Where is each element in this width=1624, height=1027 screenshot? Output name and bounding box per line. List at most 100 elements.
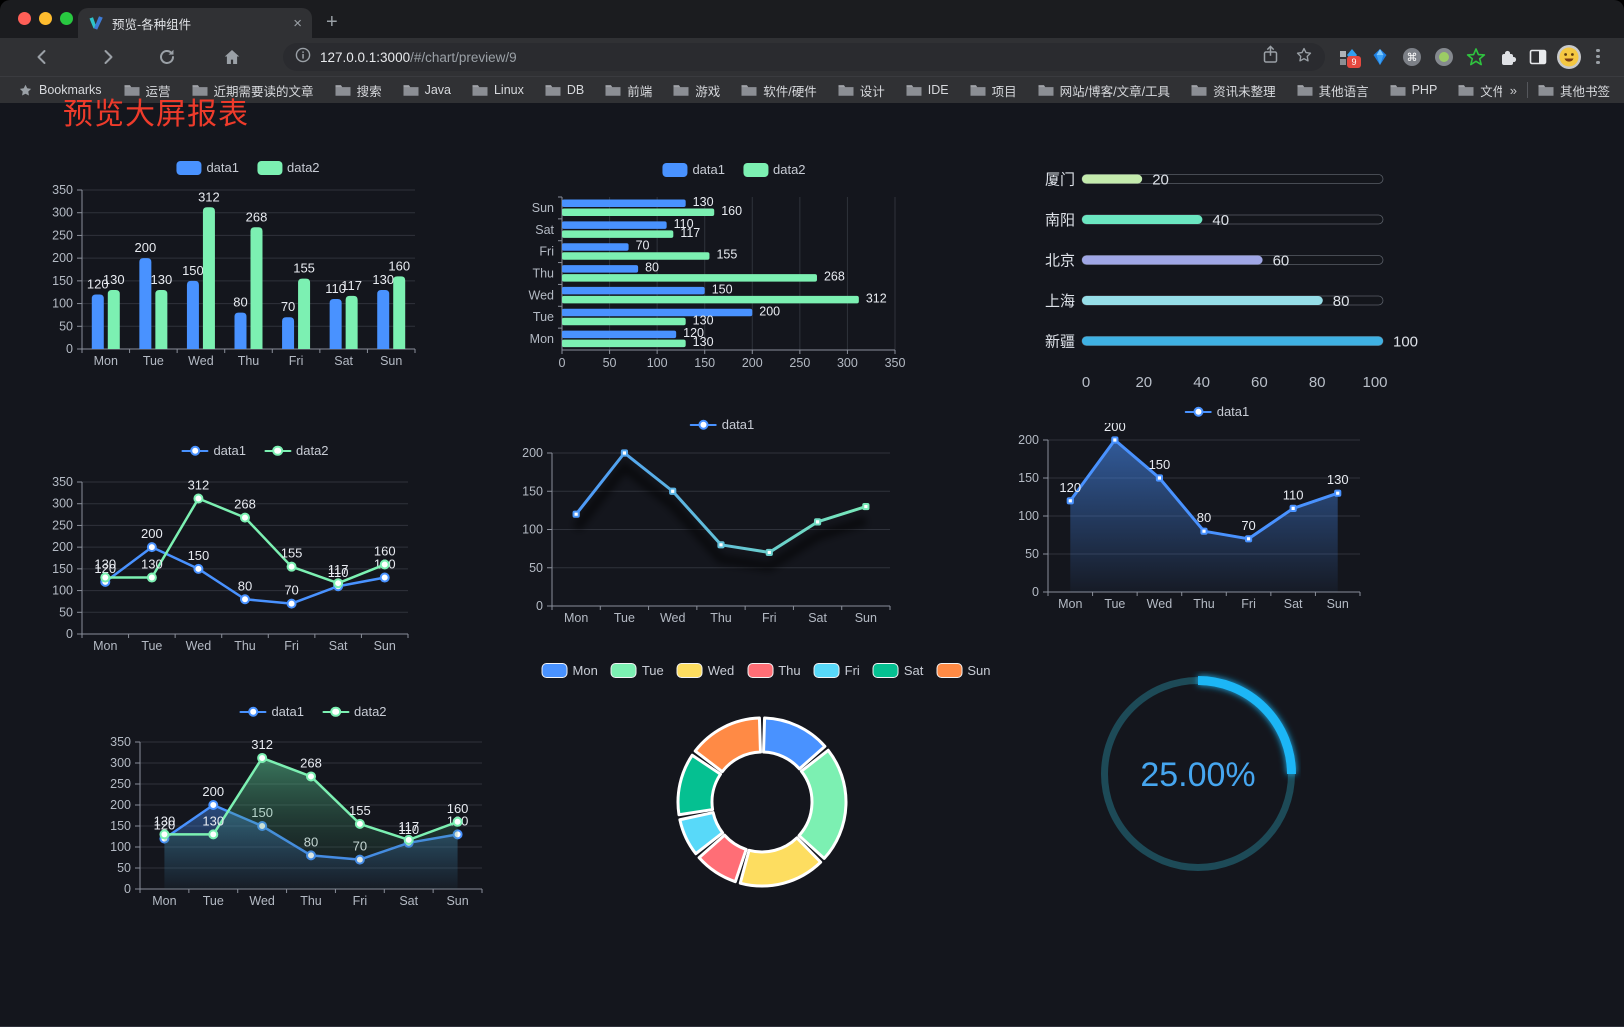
legend-item[interactable]: Thu [747,663,801,678]
address-bar[interactable]: 127.0.0.1:3000/#/chart/preview/9 [283,43,1325,71]
legend-item[interactable]: data1 [662,162,725,177]
extension-grid-icon[interactable]: 9 [1338,47,1361,68]
bookmark-folder[interactable]: 前端 [605,81,652,100]
minimize-window-button[interactable] [39,12,52,25]
svg-text:Mon: Mon [530,332,554,346]
legend-item[interactable]: data2 [743,162,806,177]
svg-text:100: 100 [1362,374,1387,391]
svg-text:0: 0 [66,342,73,356]
bookmark-folder[interactable]: PHP [1390,83,1437,97]
svg-text:Fri: Fri [284,639,299,653]
svg-text:Thu: Thu [234,639,256,653]
svg-text:25.00%: 25.00% [1140,756,1255,794]
bookmark-folder[interactable]: 项目 [970,81,1017,100]
gradient-line-chart[interactable]: 0 50 100 150 200 Mon Tue Wed Thu Fri Sat Sun [500,438,920,648]
puzzle-extensions-icon[interactable] [1498,47,1518,67]
svg-text:268: 268 [234,497,256,512]
legend-item[interactable]: data1 [176,160,239,175]
bookmark-folder[interactable]: DB [545,83,584,97]
bookmark-folder[interactable]: Java [403,83,451,97]
legend-item[interactable]: data2 [264,443,329,458]
legend-item[interactable]: data1 [181,443,246,458]
legend-item[interactable]: Sun [936,663,990,678]
bookmark-folder[interactable]: 设计 [838,81,885,100]
horizontal-bar-chart[interactable]: 0 50 100 150 200 250 300 350 Sun 130 160 Sat 110 117 F… [500,178,920,383]
split-screen-extension-icon[interactable] [1528,47,1548,67]
legend-item[interactable]: data2 [322,704,387,719]
svg-text:50: 50 [59,319,73,333]
home-icon[interactable] [222,47,242,67]
svg-text:200: 200 [52,540,73,554]
browser-tab[interactable]: 预览-各种组件 × [78,8,312,38]
svg-text:70: 70 [284,583,298,598]
svg-text:250: 250 [52,518,73,532]
legend-item[interactable]: Sat [872,663,923,678]
progress-bar-chart[interactable]: 厦门 20 南阳 40 北京 60 上海 80 新疆 100 0 20 40 60 80 100 [1000,163,1430,403]
record-extension-icon[interactable] [1434,47,1454,67]
svg-text:155: 155 [349,803,371,818]
svg-text:Sun: Sun [374,639,396,653]
gem-extension-icon[interactable] [1370,47,1390,67]
back-icon[interactable] [32,47,52,67]
forward-icon[interactable] [98,47,118,67]
svg-text:新疆: 新疆 [1045,334,1075,351]
bookmarks-label[interactable]: Bookmarks [39,83,102,97]
single-area-chart[interactable]: 0 50 100 150 200 Mon Tue Wed Thu Fri Sat Sun 120 200 1… [1000,419,1400,633]
bookmark-folder[interactable]: 搜索 [335,81,382,100]
svg-text:150: 150 [1018,471,1039,485]
bookmark-folder[interactable]: 运营 [124,81,171,100]
profile-avatar[interactable] [1556,44,1582,70]
command-extension-icon[interactable]: ⌘ [1402,47,1422,67]
svg-text:70: 70 [636,239,650,253]
bookmark-folder[interactable]: 其他语言 [1297,81,1369,100]
reload-icon[interactable] [157,47,177,67]
svg-text:Wed: Wed [186,639,212,653]
svg-text:Thu: Thu [300,894,322,908]
close-window-button[interactable] [18,12,31,25]
browser-menu-icon[interactable] [1595,46,1601,67]
share-icon[interactable] [1262,45,1279,69]
tab-close-icon[interactable]: × [293,14,302,32]
bookmarks-overflow-chevron[interactable]: » [1509,82,1517,98]
legend-item[interactable]: data1 [689,417,754,432]
legend-item[interactable]: Tue [610,663,664,678]
bookmark-folder[interactable]: 网站/博客/文章/工具 [1038,81,1170,100]
bookmark-folder[interactable]: Linux [472,83,524,97]
bookmark-folder[interactable]: 近期需要读的文章 [192,81,314,100]
green-star-extension-icon[interactable] [1466,47,1486,67]
bookmark-folder[interactable]: IDE [906,83,949,97]
dual-line-chart[interactable]: 0 50 100 150 200 250 300 350 Mon Tue Wed Thu Fri Sat S… [40,463,430,673]
bookmark-folder[interactable]: 游戏 [673,81,720,100]
svg-text:Sat: Sat [808,611,827,625]
svg-text:130: 130 [693,195,714,209]
site-info-icon[interactable] [295,47,311,68]
browser-toolbar: 127.0.0.1:3000/#/chart/preview/9 9 ⌘ [0,38,1624,76]
other-bookmarks-folder[interactable]: 其他书签 [1538,81,1610,100]
svg-text:厦门: 厦门 [1045,172,1075,189]
grouped-bar-chart[interactable]: 0 50 100 150 200 250 300 350 Mon Tue Wed Thu Fri Sat S… [40,178,430,383]
fullscreen-window-button[interactable] [60,12,73,25]
gauge-chart[interactable]: 25.00% [1095,671,1301,886]
new-tab-button[interactable]: + [326,11,338,33]
legend-item[interactable]: data2 [257,160,320,175]
svg-text:100: 100 [647,356,668,370]
legend-item[interactable]: Fri [813,663,860,678]
bookmark-folder[interactable]: 文件服务器 [1458,81,1502,100]
svg-text:160: 160 [447,801,469,816]
bookmarks-star-icon[interactable] [18,83,33,98]
legend-item[interactable]: Wed [676,663,734,678]
bookmark-folder-list: 运营 近期需要读的文章 搜索 Java Linux DB 前端 游戏 软件/硬件 设计 IDE 项目 网… [124,81,1502,100]
legend-item[interactable]: Mon [541,663,598,678]
extension-badge: 9 [1347,56,1361,68]
dual-area-chart[interactable]: 0 50 100 150 200 250 300 350 Mon Tue Wed Thu Fri Sat S… [95,725,495,935]
bookmark-folder[interactable]: 软件/硬件 [741,81,817,100]
bookmark-folder[interactable]: 资讯未整理 [1191,81,1276,100]
svg-text:Sat: Sat [1284,597,1303,611]
svg-text:120: 120 [87,276,109,291]
donut-chart[interactable] [660,698,865,918]
bookmark-star-icon[interactable] [1295,46,1313,69]
legend-item[interactable]: data1 [239,704,304,719]
legend-item[interactable]: data1 [1184,404,1249,419]
svg-text:130: 130 [151,272,173,287]
svg-text:0: 0 [66,627,73,641]
